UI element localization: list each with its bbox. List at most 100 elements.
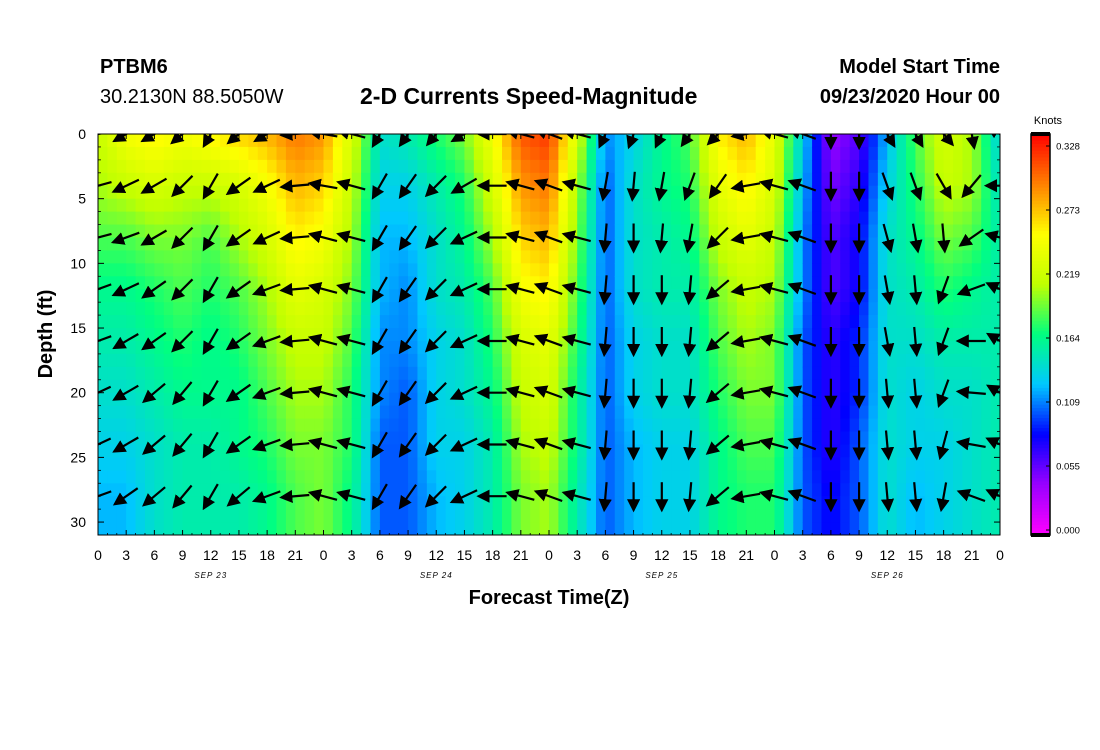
heat-cell [107,146,118,161]
heat-cell [558,405,569,420]
heat-cell [718,379,729,394]
heat-cell [144,159,155,174]
colorbar-step [1031,240,1050,245]
heat-cell [680,302,691,316]
heat-cell [248,211,259,226]
heat-cell [276,457,287,471]
heat-cell [934,276,945,290]
heat-cell [586,315,597,329]
heat-cell [483,185,494,200]
heat-cell [464,224,475,239]
heat-cell [661,224,672,239]
heat-cell [530,302,541,316]
heat-cell [671,470,682,484]
heat-cell [746,211,757,226]
heat-cell [802,211,813,226]
heat-cell [642,250,653,264]
heat-cell [887,211,898,226]
heat-cell [154,198,165,213]
current-arrow [225,435,252,454]
current-arrow [449,230,478,245]
heat-cell [558,418,569,433]
current-arrow [880,378,895,409]
heat-cell [163,211,174,226]
heat-cell [126,237,137,252]
heat-cell [924,418,935,433]
current-arrow [705,486,730,507]
heat-cell [577,315,588,329]
heat-cell [398,366,409,381]
heat-cell [304,353,315,368]
heat-cell [473,289,484,303]
heat-cell [483,172,494,187]
current-arrow [706,134,721,146]
heat-cell [116,159,127,174]
heat-cell [210,289,221,303]
heat-cell [924,353,935,368]
heat-cell [765,211,776,226]
heat-cell [586,159,597,174]
heat-cell [511,146,522,161]
heat-cell [370,172,381,187]
heat-cell [332,470,343,484]
heat-cell [859,172,870,187]
current-arrow [533,437,563,451]
heat-cell [379,289,390,303]
heat-cell [332,379,343,394]
heat-cell [736,250,747,264]
current-arrow [730,334,761,348]
heat-cell [971,146,982,161]
heat-cell [962,250,973,264]
heat-cell [342,366,353,381]
heat-cell [981,340,992,355]
heat-cell [173,315,184,329]
heat-cell [793,366,804,381]
heat-cell [314,250,325,264]
heat-cell [661,457,672,471]
heat-cell [464,522,475,535]
heat-cell [267,198,278,213]
heat-cell [323,431,334,446]
current-arrow [172,484,193,509]
heat-cell [699,159,710,174]
heat-cell [539,496,550,510]
heat-cell [859,134,870,148]
heat-cell [389,470,400,484]
heat-cell [182,302,193,316]
heat-cell [144,379,155,394]
heat-cell [718,353,729,368]
heat-cell [520,353,531,368]
heat-cell [549,289,559,303]
current-arrow [654,171,668,202]
current-arrow [253,134,270,143]
heat-cell [718,134,729,148]
heat-cell [718,522,729,535]
heat-cell [671,315,682,329]
heat-cell [859,315,870,329]
heat-cell [906,431,917,446]
heat-cell [426,302,437,316]
current-arrow [449,437,478,452]
heat-cell [323,444,334,458]
heat-cell [652,250,663,264]
heat-cell [962,172,973,187]
heat-cell [332,509,343,523]
heat-cell [624,250,635,264]
heat-cell [924,405,935,420]
current-arrow [935,173,952,200]
heat-cell [906,328,917,342]
heat-cell [201,483,212,497]
heat-cell [332,418,343,433]
heat-cell [633,392,644,407]
heat-cell [652,146,663,161]
heat-cell [182,250,193,264]
heat-cell [408,185,419,200]
heat-cell [802,224,813,239]
heat-cell [248,315,259,329]
colorbar-step [1031,384,1050,389]
heat-cell [351,146,362,161]
heat-cell [586,405,597,420]
current-arrow [371,173,388,200]
heat-cell [887,431,898,446]
heat-cell [934,211,945,226]
